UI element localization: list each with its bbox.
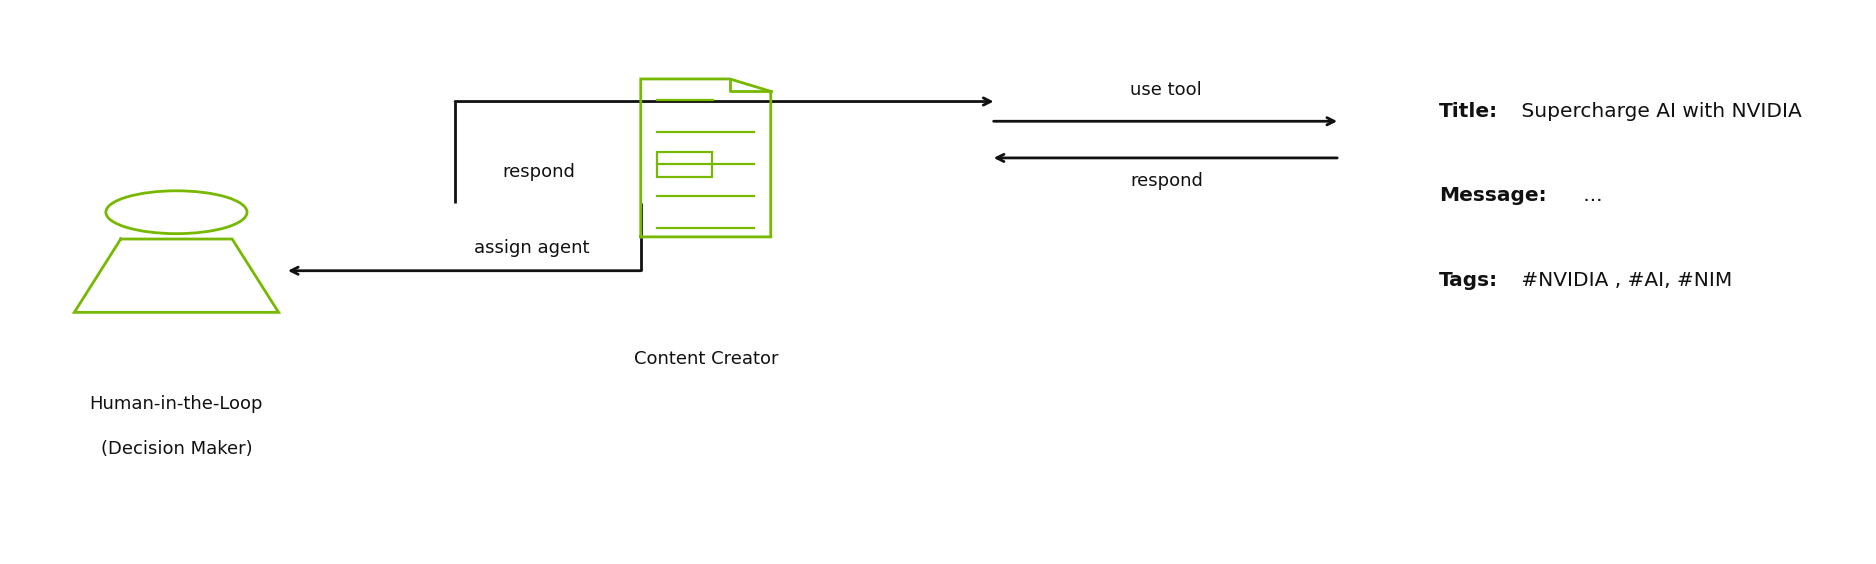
- Text: Supercharge AI with NVIDIA: Supercharge AI with NVIDIA: [1516, 102, 1801, 121]
- Text: (Decision Maker): (Decision Maker): [101, 440, 251, 458]
- Text: Content Creator: Content Creator: [634, 350, 779, 368]
- Text: Tags:: Tags:: [1439, 271, 1499, 290]
- Text: Message:: Message:: [1439, 186, 1548, 205]
- Text: Human-in-the-Loop: Human-in-the-Loop: [90, 395, 263, 413]
- Text: assign agent: assign agent: [473, 239, 589, 257]
- Text: ...: ...: [1578, 186, 1602, 205]
- Text: #NVIDIA , #AI, #NIM: #NVIDIA , #AI, #NIM: [1516, 271, 1732, 290]
- Bar: [657, 152, 713, 177]
- Text: respond: respond: [1129, 172, 1203, 190]
- Text: Title:: Title:: [1439, 102, 1499, 121]
- Text: use tool: use tool: [1131, 81, 1203, 99]
- Text: respond: respond: [503, 163, 576, 181]
